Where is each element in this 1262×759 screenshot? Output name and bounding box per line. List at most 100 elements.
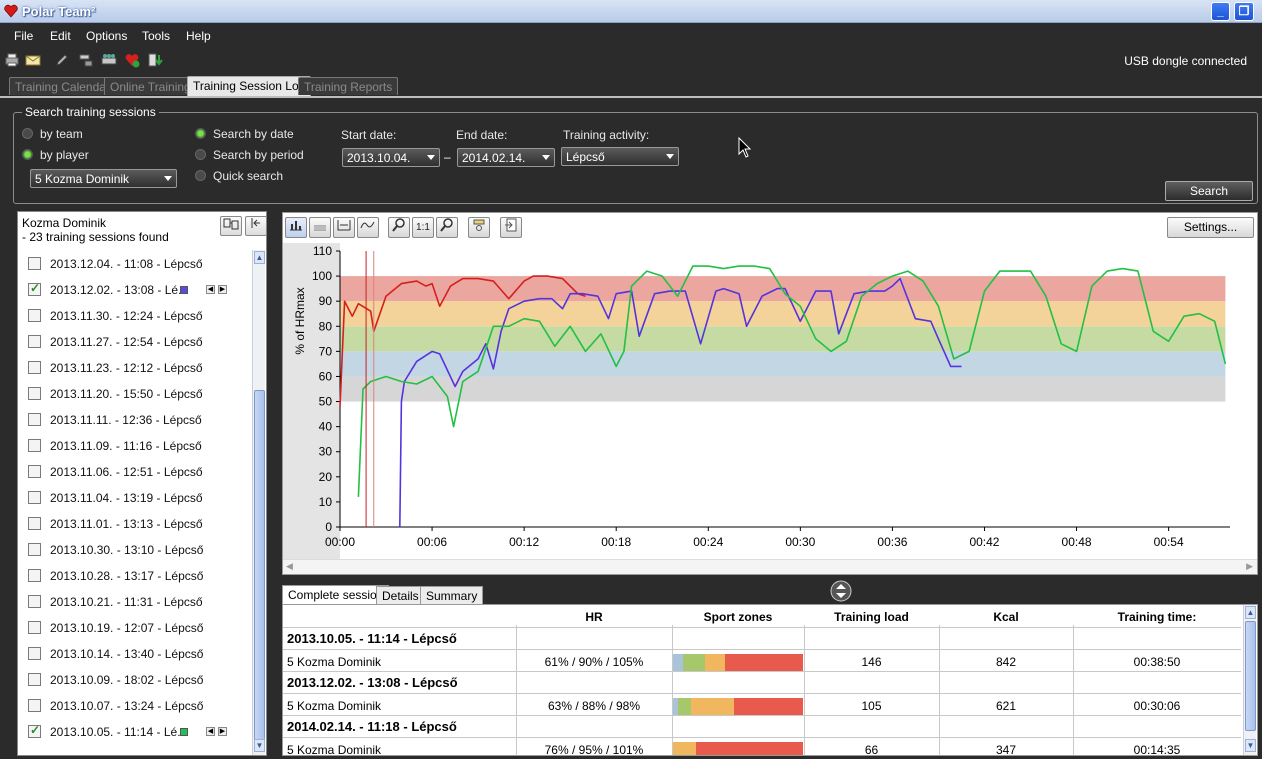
session-list-item[interactable]: 2013.11.04. - 13:19 - Lépcső bbox=[28, 489, 243, 507]
area-view-button[interactable] bbox=[309, 217, 331, 238]
session-checkbox[interactable] bbox=[28, 309, 41, 322]
column-header-sport-zones[interactable]: Sport zones bbox=[703, 610, 773, 624]
player-select[interactable]: 5 Kozma Dominik bbox=[30, 169, 177, 188]
session-checkbox[interactable] bbox=[28, 439, 41, 452]
radio-by-team[interactable] bbox=[22, 128, 33, 139]
table-row[interactable]: 5 Kozma Dominik 63% / 88% / 98% 105 621 00:3… bbox=[283, 693, 1241, 716]
mail-icon[interactable] bbox=[25, 52, 41, 68]
collapse-panel-button[interactable] bbox=[245, 216, 267, 236]
chart-horizontal-scrollbar[interactable]: ◀ ▶ bbox=[283, 559, 1257, 574]
column-header-training-load[interactable]: Training load bbox=[834, 610, 909, 624]
menu-options[interactable]: Options bbox=[86, 29, 128, 43]
scroll-thumb[interactable] bbox=[254, 390, 265, 742]
zoom-out-button[interactable] bbox=[436, 217, 458, 238]
session-checkbox[interactable] bbox=[28, 621, 41, 634]
zoom-one-to-one-button[interactable]: 1:1 bbox=[412, 217, 434, 238]
shift-left-icon[interactable]: ◀ bbox=[206, 727, 215, 736]
menu-tools[interactable]: Tools bbox=[142, 29, 171, 43]
radio-search-by-period[interactable] bbox=[195, 149, 206, 160]
column-header-hr[interactable]: HR bbox=[585, 610, 603, 624]
scroll-up-icon[interactable]: ▲ bbox=[1245, 606, 1256, 619]
session-checkbox[interactable] bbox=[28, 413, 41, 426]
session-list-item[interactable]: 2013.10.09. - 18:02 - Lépcső bbox=[28, 671, 243, 689]
zoom-in-button[interactable] bbox=[388, 217, 410, 238]
session-list-item[interactable]: 2013.11.30. - 12:24 - Lépcső bbox=[28, 307, 243, 325]
session-checkbox[interactable] bbox=[28, 543, 41, 556]
session-list-item[interactable]: 2013.10.30. - 13:10 - Lépcső bbox=[28, 541, 243, 559]
print-icon[interactable] bbox=[4, 52, 20, 68]
session-list-item[interactable]: 2013.11.27. - 12:54 - Lépcső bbox=[28, 333, 243, 351]
session-checkbox[interactable] bbox=[28, 673, 41, 686]
session-checkbox[interactable] bbox=[28, 699, 41, 712]
tab-training-calendar[interactable]: Training Calendar bbox=[9, 77, 116, 95]
tab-training-reports[interactable]: Training Reports bbox=[298, 77, 399, 95]
session-list-scrollbar[interactable]: ▲ ▼ bbox=[252, 250, 265, 755]
session-group-row[interactable]: 2013.12.02. - 13:08 - Lépcső bbox=[283, 671, 1241, 693]
shift-right-icon[interactable]: ▶ bbox=[218, 285, 227, 294]
menu-help[interactable]: Help bbox=[186, 29, 211, 43]
tab-details[interactable]: Details bbox=[376, 586, 425, 604]
scroll-left-icon[interactable]: ◀ bbox=[286, 561, 293, 571]
radio-by-player[interactable] bbox=[22, 149, 33, 160]
scroll-thumb[interactable] bbox=[1245, 621, 1256, 731]
minimize-button[interactable]: _ bbox=[1211, 2, 1230, 21]
tab-online-training[interactable]: Online Training bbox=[104, 77, 197, 95]
session-checkbox[interactable] bbox=[28, 595, 41, 608]
training-activity-select[interactable]: Lépcső bbox=[561, 147, 679, 166]
session-checkbox[interactable] bbox=[28, 647, 41, 660]
table-row[interactable]: 5 Kozma Dominik 61% / 90% / 105% 146 842 00:… bbox=[283, 649, 1241, 672]
end-date-picker[interactable]: 2014.02.14. bbox=[457, 148, 555, 167]
session-checkbox[interactable] bbox=[28, 465, 41, 478]
tab-summary[interactable]: Summary bbox=[420, 586, 484, 604]
shift-right-icon[interactable]: ▶ bbox=[218, 727, 227, 736]
panel-splitter-icon[interactable] bbox=[829, 580, 853, 602]
session-list-item[interactable]: 2013.10.05. - 11:14 - Lé... ◀▶ bbox=[28, 723, 243, 741]
session-list-item[interactable]: 2013.12.02. - 13:08 - Lé... ◀▶ bbox=[28, 281, 243, 299]
session-list-item[interactable]: 2013.10.07. - 13:24 - Lépcső bbox=[28, 697, 243, 715]
menu-file[interactable]: File bbox=[14, 29, 34, 43]
scroll-up-icon[interactable]: ▲ bbox=[254, 251, 265, 264]
session-list-item[interactable]: 2013.10.21. - 11:31 - Lépcső bbox=[28, 593, 243, 611]
session-list-item[interactable]: 2013.11.23. - 12:12 - Lépcső bbox=[28, 359, 243, 377]
session-group-row[interactable]: 2014.02.14. - 11:18 - Lépcső bbox=[283, 715, 1241, 737]
session-list-item[interactable]: 2013.11.20. - 15:50 - Lépcső bbox=[28, 385, 243, 403]
session-list-item[interactable]: 2013.12.04. - 11:08 - Lépcső bbox=[28, 255, 243, 273]
session-list-item[interactable]: 2013.10.14. - 13:40 - Lépcső bbox=[28, 645, 243, 663]
session-checkbox[interactable] bbox=[28, 387, 41, 400]
settings-button[interactable]: Settings... bbox=[1167, 217, 1254, 238]
search-button[interactable]: Search bbox=[1165, 181, 1253, 201]
session-checkbox[interactable] bbox=[28, 517, 41, 530]
session-checkbox[interactable] bbox=[28, 361, 41, 374]
maximize-button[interactable]: ❐ bbox=[1234, 2, 1254, 21]
session-list-item[interactable]: 2013.11.09. - 11:16 - Lépcső bbox=[28, 437, 243, 455]
menu-edit[interactable]: Edit bbox=[50, 29, 71, 43]
range-view-button[interactable] bbox=[333, 217, 355, 238]
session-checkbox[interactable] bbox=[28, 723, 41, 738]
transfer-icon[interactable] bbox=[78, 52, 94, 68]
scroll-right-icon[interactable]: ▶ bbox=[1246, 561, 1253, 571]
smooth-curve-button[interactable] bbox=[357, 217, 379, 238]
column-header-training-time[interactable]: Training time: bbox=[1117, 610, 1197, 624]
compare-sessions-button[interactable] bbox=[220, 216, 242, 236]
heart-rate-chart[interactable]: 0 10 20 30 40 50 60 70 80 90 100 110 00:00 00:06 00:12… bbox=[283, 243, 1257, 559]
scroll-down-icon[interactable]: ▼ bbox=[254, 739, 265, 752]
export-button[interactable] bbox=[500, 217, 522, 238]
tab-complete-session[interactable]: Complete session bbox=[282, 585, 390, 605]
session-checkbox[interactable] bbox=[28, 257, 41, 270]
start-date-picker[interactable]: 2013.10.04. bbox=[342, 148, 440, 167]
download-icon[interactable] bbox=[147, 52, 163, 68]
session-checkbox[interactable] bbox=[28, 281, 41, 296]
radio-search-by-date[interactable] bbox=[195, 128, 206, 139]
session-list-item[interactable]: 2013.11.01. - 13:13 - Lépcső bbox=[28, 515, 243, 533]
bar-view-button[interactable] bbox=[285, 217, 307, 238]
session-list-item[interactable]: 2013.10.28. - 13:17 - Lépcső bbox=[28, 567, 243, 585]
filter-button[interactable] bbox=[468, 217, 490, 238]
heart-sync-icon[interactable] bbox=[124, 52, 140, 68]
column-header-kcal[interactable]: Kcal bbox=[993, 610, 1019, 624]
series-color-swatch[interactable] bbox=[180, 728, 188, 736]
table-row[interactable]: 5 Kozma Dominik 76% / 95% / 101% 66 347 00:1… bbox=[283, 737, 1241, 755]
scroll-down-icon[interactable]: ▼ bbox=[1245, 739, 1256, 752]
radio-quick-search[interactable] bbox=[195, 170, 206, 181]
session-list-item[interactable]: 2013.10.19. - 12:07 - Lépcső bbox=[28, 619, 243, 637]
table-scrollbar[interactable]: ▲ ▼ bbox=[1243, 605, 1256, 755]
